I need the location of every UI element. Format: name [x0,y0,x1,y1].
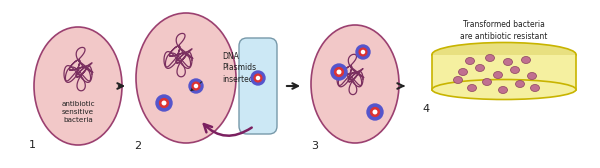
Ellipse shape [432,79,576,99]
Text: antibiotic
sensitive
bacteria: antibiotic sensitive bacteria [61,101,95,123]
Ellipse shape [527,73,536,79]
Ellipse shape [511,67,520,74]
Text: 3: 3 [311,141,318,151]
Circle shape [162,101,166,105]
Circle shape [361,50,365,54]
Ellipse shape [521,56,530,64]
Ellipse shape [476,65,485,72]
Circle shape [331,64,347,80]
Ellipse shape [499,87,508,94]
Circle shape [371,108,379,116]
Circle shape [160,99,169,107]
Text: 2: 2 [134,141,141,151]
Ellipse shape [503,58,512,66]
Ellipse shape [467,85,476,92]
Circle shape [337,70,341,74]
Text: DNA
Plasmids
inserted: DNA Plasmids inserted [222,52,256,84]
Circle shape [254,74,262,82]
Ellipse shape [432,43,576,67]
Ellipse shape [482,78,491,86]
Ellipse shape [311,25,399,143]
FancyBboxPatch shape [432,54,576,90]
Text: Transformed bacteria
are antibiotic resistant: Transformed bacteria are antibiotic resi… [460,20,548,41]
FancyBboxPatch shape [239,38,277,134]
Circle shape [256,76,260,79]
Ellipse shape [530,85,539,92]
Text: 1: 1 [29,140,36,150]
Ellipse shape [458,69,467,75]
Circle shape [189,79,203,93]
Circle shape [251,71,265,85]
Circle shape [359,48,367,56]
Circle shape [373,110,377,114]
Circle shape [367,104,383,120]
Circle shape [335,68,343,76]
Circle shape [192,82,200,90]
FancyArrowPatch shape [204,124,252,136]
Ellipse shape [34,27,122,145]
Circle shape [356,45,370,59]
Ellipse shape [493,72,503,78]
Circle shape [194,85,197,88]
Text: 4: 4 [422,103,429,114]
Ellipse shape [466,57,475,65]
Circle shape [156,95,172,111]
Ellipse shape [515,80,524,88]
Ellipse shape [485,54,494,61]
Ellipse shape [454,76,463,83]
Ellipse shape [136,13,236,143]
